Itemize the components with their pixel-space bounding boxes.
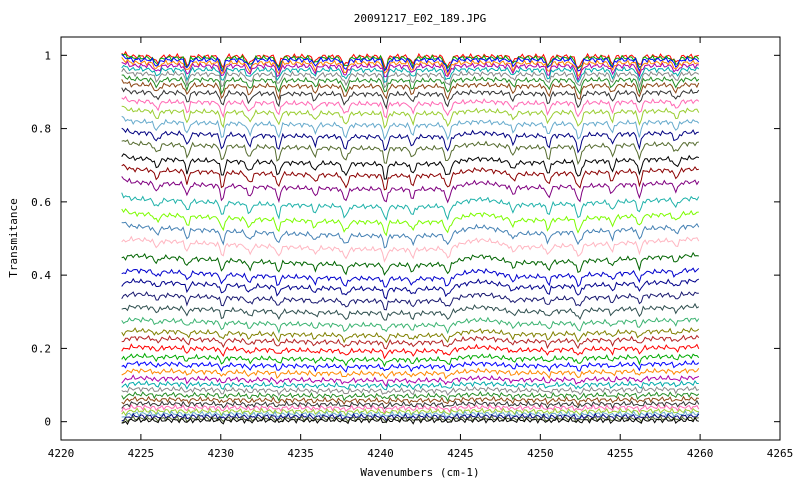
spectrum-series-line xyxy=(121,139,699,166)
spectrum-series-line xyxy=(121,416,699,426)
spectrum-series-line xyxy=(121,64,700,84)
spectrum-series-line xyxy=(121,367,700,380)
x-tick-label: 4220 xyxy=(48,447,75,460)
spectrum-series-line xyxy=(121,251,699,276)
x-tick-label: 4250 xyxy=(527,447,554,460)
x-tick-label: 4260 xyxy=(687,447,714,460)
x-axis-label: Wavenumbers (cm-1) xyxy=(360,466,479,479)
spectrum-series-line xyxy=(121,412,700,422)
spectrum-series-line xyxy=(121,163,699,191)
x-tick-label: 4245 xyxy=(447,447,474,460)
spectrum-series-line xyxy=(121,60,699,82)
spectrum-series-line xyxy=(121,399,700,410)
spectrum-series-line xyxy=(121,403,700,414)
spectrum-series-line xyxy=(121,208,699,237)
spectrum-series-line xyxy=(121,359,700,373)
x-tick-label: 4225 xyxy=(128,447,155,460)
spectrum-series-line xyxy=(121,127,699,154)
x-tick-label: 4240 xyxy=(367,447,394,460)
spectrum-series-line xyxy=(121,54,700,74)
spectrum-series-line xyxy=(121,334,700,350)
spectrum-series-line xyxy=(121,95,700,119)
spectrum-series-line xyxy=(121,343,700,360)
y-axis: 0 0.2 0.4 0.6 0.8 1 xyxy=(31,49,780,429)
y-tick-label: 0.4 xyxy=(31,269,51,282)
y-tick-label: 0.2 xyxy=(31,342,51,355)
spectrum-series-line xyxy=(121,74,700,95)
spectrum-series-line xyxy=(121,67,700,89)
spectrum-series-line xyxy=(121,235,700,263)
y-tick-label: 1 xyxy=(44,49,51,62)
x-tick-label: 4265 xyxy=(767,447,794,460)
x-tick-label: 4230 xyxy=(208,447,235,460)
spectrum-series-line xyxy=(121,277,700,300)
plot-frame xyxy=(60,36,781,441)
spectrum-series-line xyxy=(121,390,700,403)
spectrum-series-line xyxy=(121,153,699,180)
spectrum-series-line xyxy=(121,385,700,397)
spectrum-series-line xyxy=(121,176,700,204)
spectrum-series-line xyxy=(121,380,699,391)
x-tick-label: 4255 xyxy=(607,447,634,460)
spectrum-series-line xyxy=(121,57,699,78)
y-axis-label: Transmitance xyxy=(7,198,20,277)
spectrum-series-line xyxy=(121,87,700,110)
spectrum-series-line xyxy=(121,410,700,420)
y-tick-label: 0 xyxy=(44,416,51,429)
spectrum-series-line xyxy=(121,374,700,388)
spectrum-series-line xyxy=(121,192,700,221)
x-axis: 4220 4225 4230 4235 4240 4245 4250 4255 4260 4265 xyxy=(48,37,794,460)
spectrum-series-line xyxy=(121,395,699,407)
x-tick-label: 4235 xyxy=(287,447,314,460)
series-layer xyxy=(121,50,700,426)
spectrum-series-line xyxy=(121,302,700,321)
spectrum-series-line xyxy=(121,105,700,129)
spectrum-series-line xyxy=(121,290,699,311)
spectrum-series-line xyxy=(121,352,700,368)
spectrum-series-line xyxy=(121,316,700,335)
spectrum-series-line xyxy=(121,115,700,141)
spectrum-series-line xyxy=(121,79,700,101)
chart-title: 20091217_E02_189.JPG xyxy=(354,12,486,25)
spectrum-series-line xyxy=(121,327,700,344)
spectrum-series-line xyxy=(121,221,700,249)
y-tick-label: 0.8 xyxy=(31,123,51,136)
spectrum-series-line xyxy=(121,407,699,417)
y-tick-label: 0.6 xyxy=(31,196,51,209)
spectrum-series-line xyxy=(121,267,700,288)
